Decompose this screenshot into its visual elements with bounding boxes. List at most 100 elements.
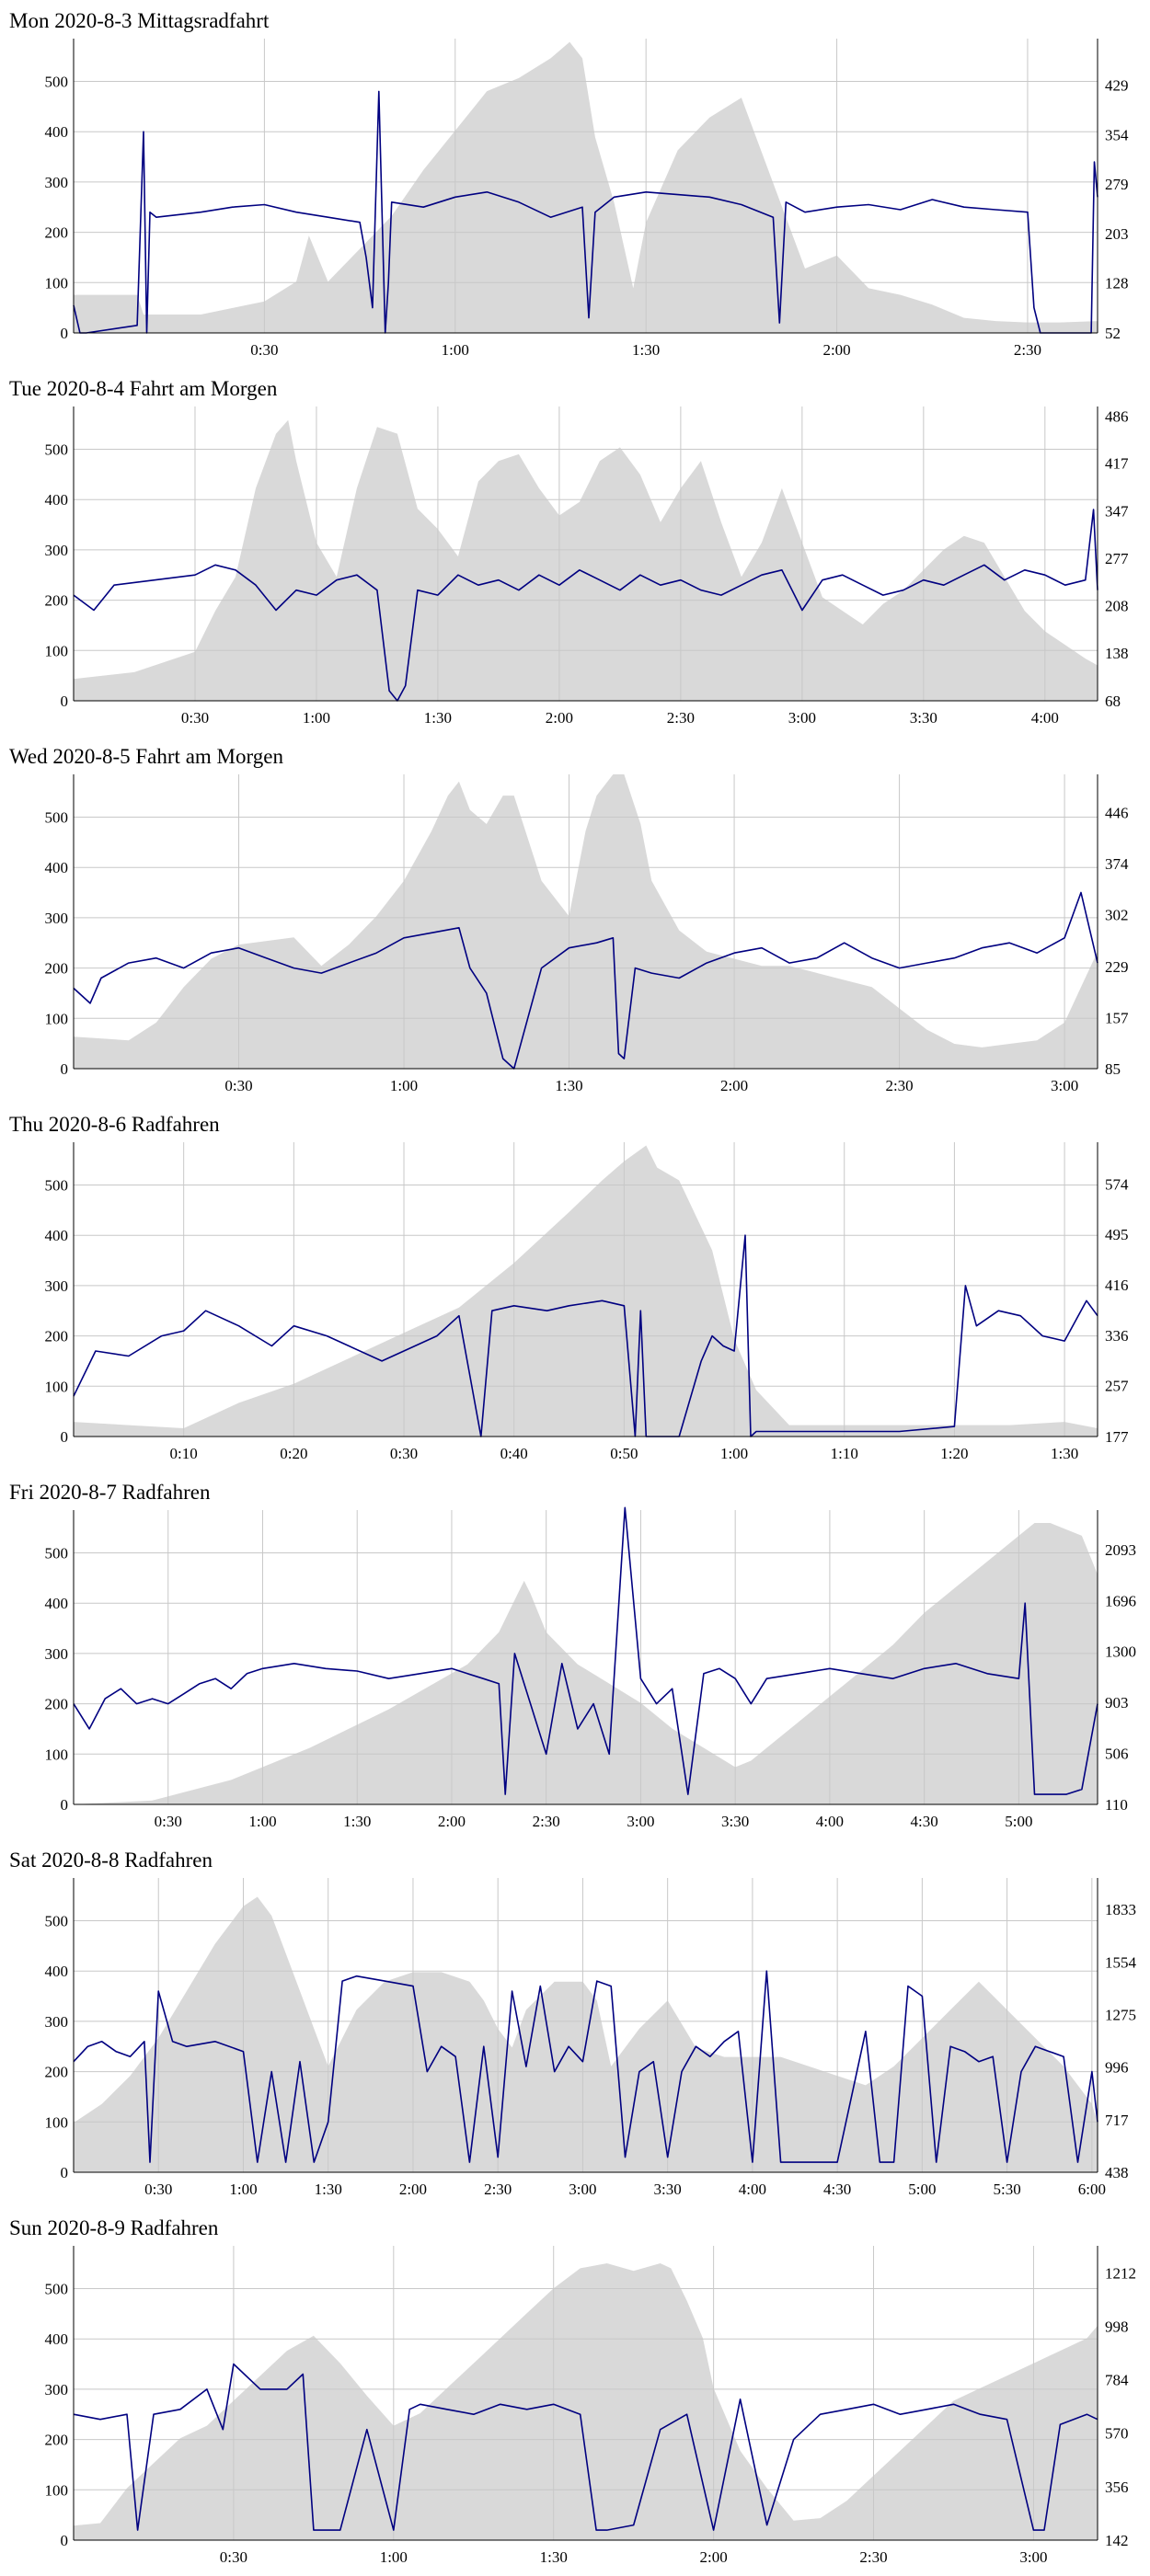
y-right-tick-label: 177: [1105, 1428, 1129, 1446]
y-left-tick-label: 500: [45, 1176, 69, 1194]
x-tick-label: 2:30: [1014, 341, 1041, 359]
y-left-tick-label: 200: [45, 2432, 69, 2449]
y-left-tick-label: 0: [61, 2164, 69, 2181]
x-tick-label: 0:30: [390, 1445, 418, 1462]
x-tick-label: 0:20: [280, 1445, 307, 1462]
x-tick-label: 1:30: [424, 709, 452, 727]
x-tick-label: 2:00: [399, 2181, 427, 2198]
elevation-area: [74, 1896, 1098, 2172]
x-tick-label: 5:00: [908, 2181, 936, 2198]
y-right-tick-label: 2093: [1105, 1541, 1136, 1559]
y-right-tick-label: 784: [1105, 2372, 1129, 2389]
y-right-tick-label: 347: [1105, 502, 1129, 520]
chart-panel-wed: Wed 2020-8-5 Fahrt am Morgen 0 100 200 300 4…: [0, 736, 1150, 1104]
y-right-tick-label: 495: [1105, 1226, 1129, 1243]
y-right-tick-label: 157: [1105, 1009, 1129, 1026]
y-right-tick-label: 417: [1105, 454, 1129, 472]
x-tick-label: 0:30: [220, 2548, 247, 2566]
elevation-area: [74, 774, 1098, 1069]
y-left-tick-label: 0: [61, 325, 69, 342]
y-right-tick-label: 570: [1105, 2425, 1129, 2443]
x-tick-label: 1:00: [720, 1445, 748, 1462]
x-tick-label: 2:00: [700, 2548, 728, 2566]
y-right-tick-label: 574: [1105, 1176, 1129, 1194]
y-left-tick-label: 200: [45, 224, 69, 242]
chart-panel-fri: Fri 2020-8-7 Radfahren 0 100 200 300 400 500 1…: [0, 1471, 1150, 1839]
chart-svg-tue: 0 100 200 300 400 500 68 138 208 277 347 417 486 0:30…: [45, 406, 1129, 727]
elevation-area: [74, 1145, 1098, 1437]
y-left-tick-label: 500: [45, 441, 69, 458]
y-right-tick-label: 85: [1105, 1060, 1121, 1078]
y-right-tick-label: 336: [1105, 1327, 1129, 1345]
chart-title: Sun 2020-8-9 Radfahren: [9, 2216, 219, 2239]
x-tick-label: 4:00: [739, 2181, 766, 2198]
x-tick-label: 5:30: [993, 2181, 1020, 2198]
y-left-tick-label: 300: [45, 2381, 69, 2399]
y-right-tick-label: 302: [1105, 907, 1129, 924]
y-right-tick-label: 128: [1105, 275, 1129, 292]
x-tick-label: 5:00: [1005, 1813, 1032, 1830]
chart-title: Sat 2020-8-8 Radfahren: [9, 1849, 213, 1872]
y-right-tick-label: 429: [1105, 77, 1129, 95]
y-left-tick-label: 400: [45, 2330, 69, 2348]
y-left-tick-label: 300: [45, 542, 69, 559]
y-left-tick-label: 100: [45, 1378, 69, 1395]
power-line: [73, 2363, 1098, 2531]
x-tick-label: 2:30: [859, 2548, 887, 2566]
chart-title: Mon 2020-8-3 Mittagsradfahrt: [9, 9, 270, 32]
x-tick-label: 1:30: [632, 341, 660, 359]
x-tick-label: 3:00: [788, 709, 816, 727]
x-tick-label: 0:30: [224, 1077, 252, 1094]
y-right-tick-label: 374: [1105, 855, 1129, 873]
elevation-area: [74, 419, 1098, 701]
chart-svg-sun: 0 100 200 300 400 500 142 356 570 784 998 1212 0:30 1…: [45, 2246, 1136, 2566]
x-tick-label: 1:00: [248, 1813, 276, 1830]
x-tick-label: 4:30: [823, 2181, 851, 2198]
y-right-tick-label: 1554: [1105, 1953, 1137, 1971]
y-left-tick-label: 0: [61, 1060, 69, 1078]
y-left-tick-label: 500: [45, 2280, 69, 2297]
chart-panel-thu: Thu 2020-8-6 Radfahren 0 100 200 300 400 500 1…: [0, 1104, 1150, 1471]
x-tick-label: 2:00: [438, 1813, 466, 1830]
y-right-tick-label: 1696: [1105, 1592, 1136, 1609]
x-tick-label: 3:00: [1019, 2548, 1047, 2566]
y-right-tick-label: 279: [1105, 176, 1129, 193]
y-left-tick-label: 400: [45, 1227, 69, 1244]
x-tick-label: 1:00: [442, 341, 469, 359]
y-right-tick-label: 486: [1105, 407, 1129, 425]
y-left-tick-label: 0: [61, 2532, 69, 2549]
y-left-tick-label: 500: [45, 73, 69, 90]
power-line: [73, 891, 1098, 1070]
y-left-tick-label: 200: [45, 960, 69, 978]
x-tick-label: 3:00: [1051, 1077, 1078, 1094]
x-tick-label: 0:10: [170, 1445, 198, 1462]
x-tick-label: 3:00: [569, 2181, 596, 2198]
x-tick-label: 3:30: [721, 1813, 749, 1830]
y-right-tick-label: 996: [1105, 2059, 1129, 2077]
chart-title: Tue 2020-8-4 Fahrt am Morgen: [9, 377, 278, 400]
elevation-area: [74, 41, 1098, 333]
chart-svg-wed: 0 100 200 300 400 500 85 157 229 302 374 446 0:30 1:0…: [45, 774, 1129, 1094]
y-right-tick-label: 203: [1105, 225, 1129, 243]
x-tick-label: 1:20: [940, 1445, 968, 1462]
x-tick-label: 1:30: [1051, 1445, 1078, 1462]
y-right-tick-label: 1833: [1105, 1901, 1136, 1918]
y-right-tick-label: 1275: [1105, 2007, 1136, 2024]
y-left-tick-label: 500: [45, 808, 69, 826]
y-right-tick-label: 138: [1105, 645, 1129, 662]
power-line: [73, 509, 1098, 702]
x-tick-label: 2:30: [533, 1813, 560, 1830]
y-left-tick-label: 300: [45, 174, 69, 191]
x-tick-label: 0:30: [144, 2181, 172, 2198]
y-right-tick-label: 52: [1105, 325, 1121, 342]
y-left-tick-label: 100: [45, 1010, 69, 1027]
y-left-tick-label: 300: [45, 1645, 69, 1663]
chart-svg-fri: 0 100 200 300 400 500 110 506 903 1300 1696 2093 0:3…: [45, 1506, 1136, 1830]
x-tick-label: 3:00: [627, 1813, 654, 1830]
x-tick-label: 0:30: [155, 1813, 182, 1830]
y-right-tick-label: 356: [1105, 2479, 1129, 2496]
y-right-tick-label: 277: [1105, 550, 1129, 567]
x-tick-label: 4:00: [1031, 709, 1059, 727]
y-right-tick-label: 208: [1105, 597, 1129, 614]
y-left-tick-label: 100: [45, 274, 69, 292]
